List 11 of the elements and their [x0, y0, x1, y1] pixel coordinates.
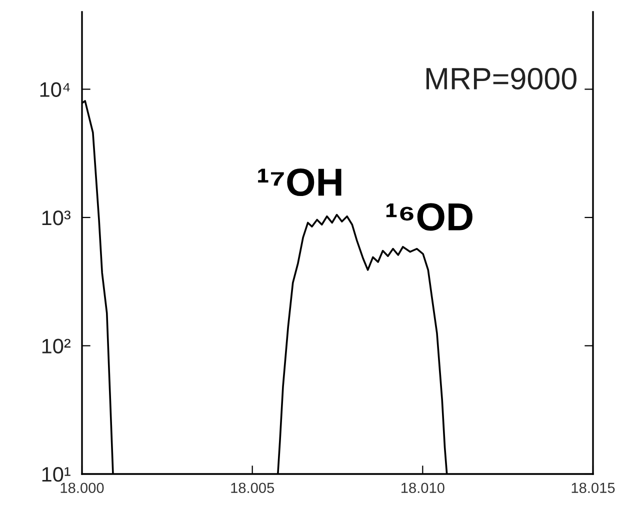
- y-tick-label: 10¹: [42, 467, 70, 482]
- annotation: ¹⁷OH: [258, 168, 342, 196]
- x-tick-label: 18.005: [231, 482, 274, 494]
- x-tick-label: 18.000: [60, 482, 104, 494]
- y-tick-label: 10²: [42, 338, 70, 354]
- y-tick-label: 10⁴: [40, 82, 70, 97]
- annotation: MRP=9000: [426, 68, 576, 90]
- x-tick-label: 18.010: [401, 482, 444, 494]
- y-tick-label: 10³: [42, 210, 70, 226]
- annotation: ¹⁶OD: [386, 203, 472, 231]
- x-tick-label: 18.015: [572, 482, 615, 494]
